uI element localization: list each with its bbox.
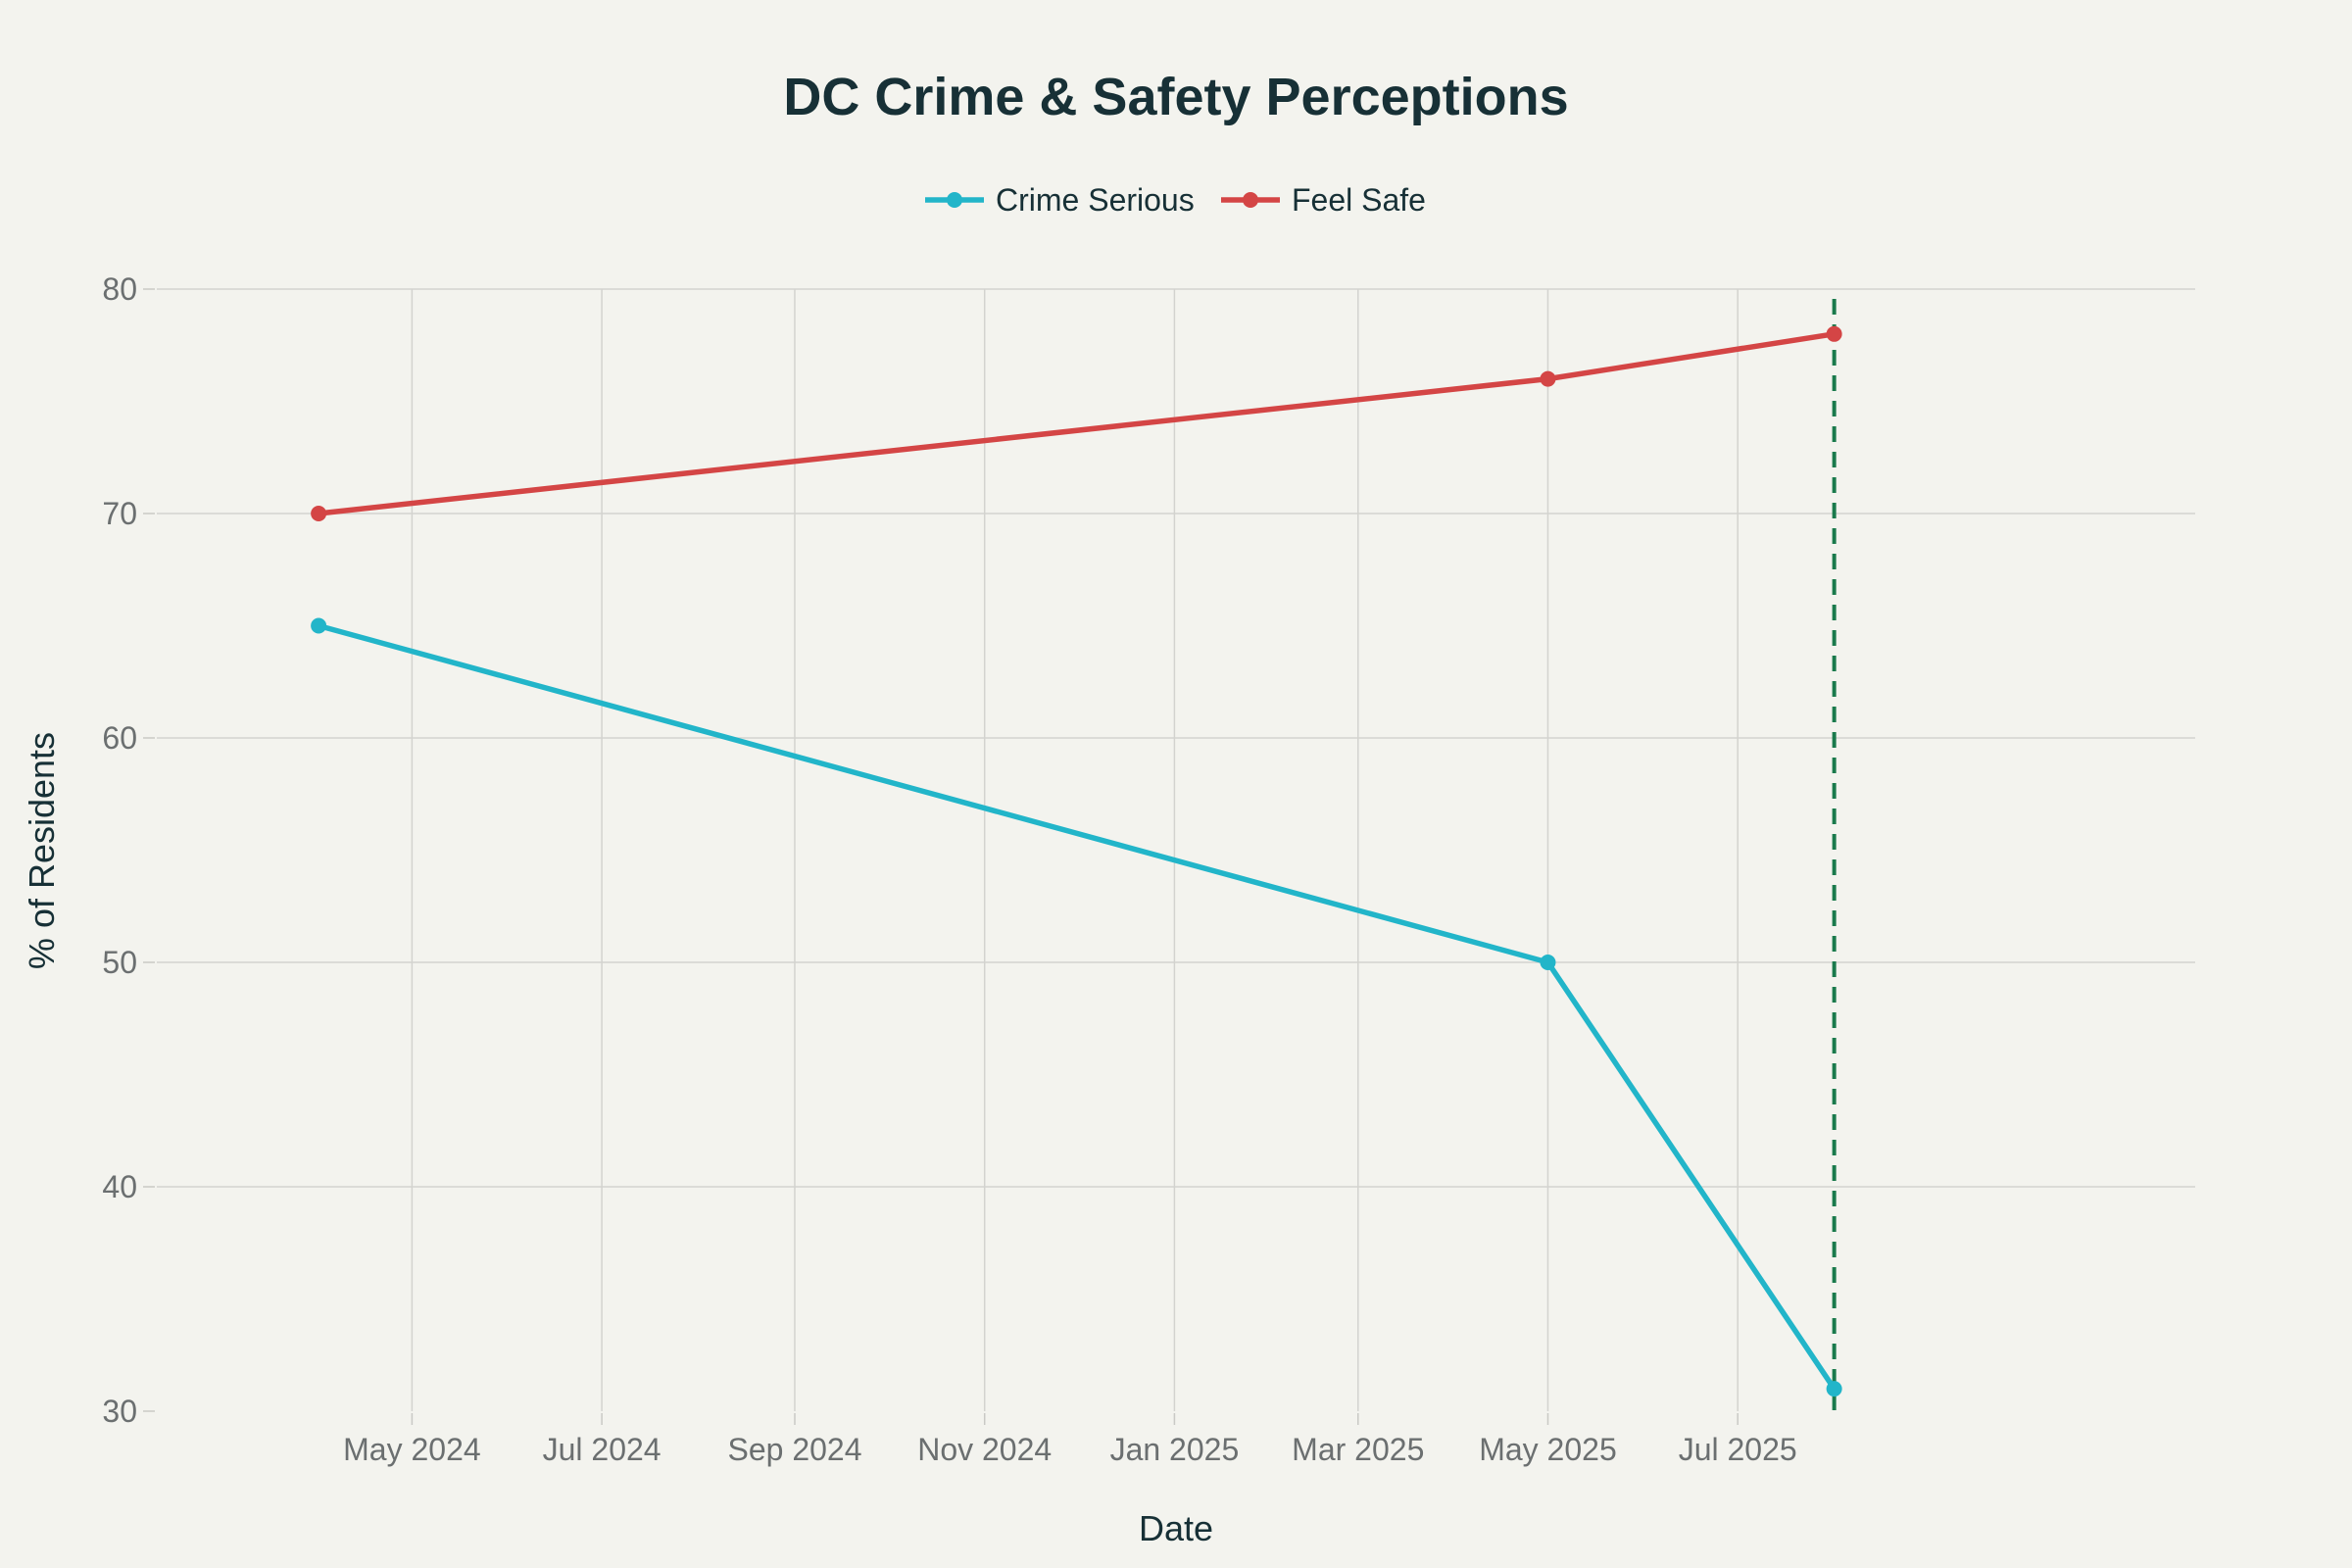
x-axis: May 2024 Jul 2024 Sep 2024 Nov 2024 Jan 2025… (343, 1413, 1797, 1467)
x-tick-label: Sep 2024 (727, 1432, 861, 1467)
data-point (1540, 370, 1556, 387)
data-point (1540, 955, 1556, 970)
y-axis: 30 40 50 60 70 80 (102, 271, 155, 1429)
y-tick-label: 30 (102, 1394, 137, 1429)
y-axis-title: % of Residents (22, 732, 62, 969)
y-tick-label: 80 (102, 271, 137, 307)
x-tick-label: Mar 2025 (1292, 1432, 1424, 1467)
x-tick-label: Jul 2025 (1679, 1432, 1797, 1467)
data-point (1826, 325, 1842, 342)
x-tick-label: Jul 2024 (543, 1432, 662, 1467)
data-point (311, 506, 327, 521)
legend-swatch-marker (947, 192, 962, 208)
x-tick-label: Jan 2025 (1110, 1432, 1240, 1467)
data-point (1826, 1381, 1842, 1397)
y-tick-label: 50 (102, 945, 137, 980)
chart-title: DC Crime & Safety Perceptions (783, 68, 1568, 126)
x-tick-label: May 2025 (1479, 1432, 1617, 1467)
grid (157, 288, 2195, 1411)
legend-label: Feel Safe (1292, 182, 1426, 218)
y-tick-label: 60 (102, 720, 137, 756)
x-axis-title: Date (1139, 1508, 1213, 1548)
series-line (318, 331, 1836, 516)
x-tick-label: Nov 2024 (917, 1432, 1052, 1467)
series-layer (311, 325, 1842, 1397)
series-line (318, 622, 1837, 1391)
legend-label: Crime Serious (996, 182, 1195, 218)
legend-item[interactable]: Crime Serious (925, 182, 1195, 218)
y-tick-label: 70 (102, 496, 137, 531)
y-tick-label: 40 (102, 1169, 137, 1204)
legend-item[interactable]: Feel Safe (1221, 182, 1426, 218)
legend-swatch-marker (1243, 192, 1258, 208)
x-tick-label: May 2024 (343, 1432, 481, 1467)
data-point (311, 617, 327, 634)
legend[interactable]: Crime Serious Feel Safe (925, 182, 1426, 218)
